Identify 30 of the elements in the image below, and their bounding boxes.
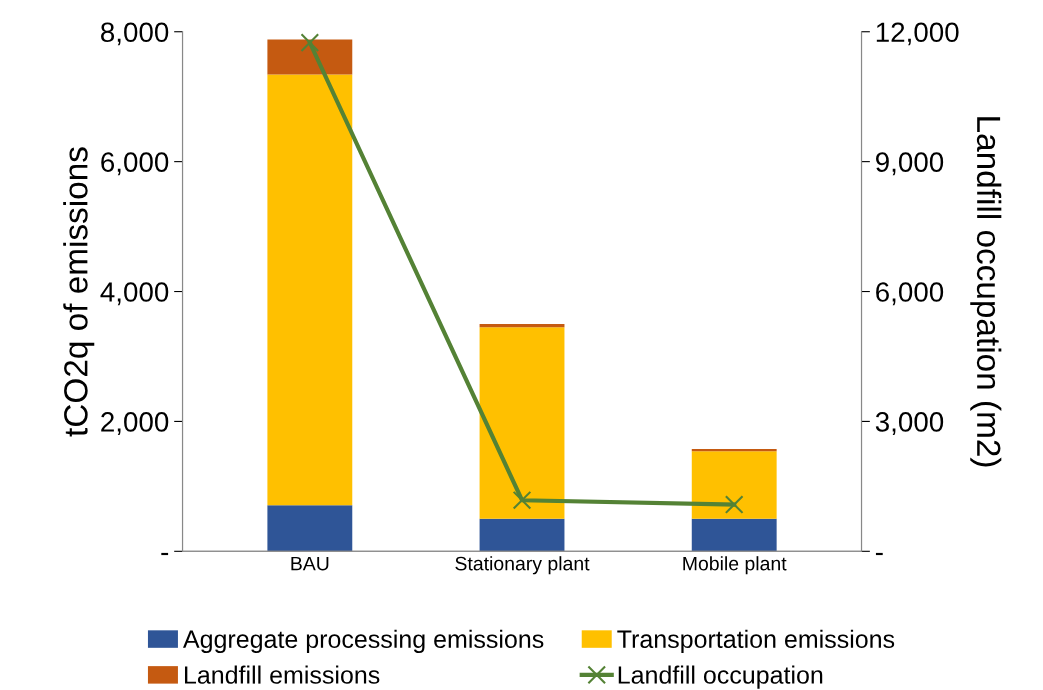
legend-label: Aggregate processing emissions [183, 629, 544, 653]
legend-label: Landfill occupation [618, 665, 823, 689]
legend-label: Landfill emissions [185, 665, 380, 684]
bar [479, 518, 565, 552]
point [512, 490, 532, 510]
legend-label: Transportation emissions [617, 629, 895, 653]
y2-tick-label: - [875, 552, 883, 556]
y2-tick-label: 6,000 [876, 282, 944, 306]
bar [479, 327, 565, 519]
point [300, 33, 320, 52]
bar [267, 505, 353, 552]
y-tick-label: 6,000 [101, 152, 169, 176]
y2-axis-title: Landfill occupation (m2) [970, 117, 1002, 467]
bar [267, 39, 353, 75]
x-tick-label: Mobile plant [683, 556, 787, 575]
y-tick-label: - [161, 552, 169, 556]
y-tick-label: 2,000 [101, 412, 169, 436]
point [724, 495, 744, 514]
y-tick-label: 8,000 [101, 22, 169, 46]
y2-tick-label: 3,000 [875, 412, 944, 436]
bar [479, 324, 565, 328]
bar [267, 74, 353, 506]
y2-tick-label: 9,000 [876, 152, 944, 176]
x-tick-label: Stationary plant [455, 556, 590, 575]
bar [691, 451, 777, 519]
y-axis-title: tCO2q of emissions [63, 147, 95, 437]
x-tick-label: BAU [291, 556, 329, 571]
bar [691, 518, 777, 552]
y-tick-label: 4,000 [100, 282, 169, 306]
y2-tick-label: 12,000 [876, 22, 959, 46]
